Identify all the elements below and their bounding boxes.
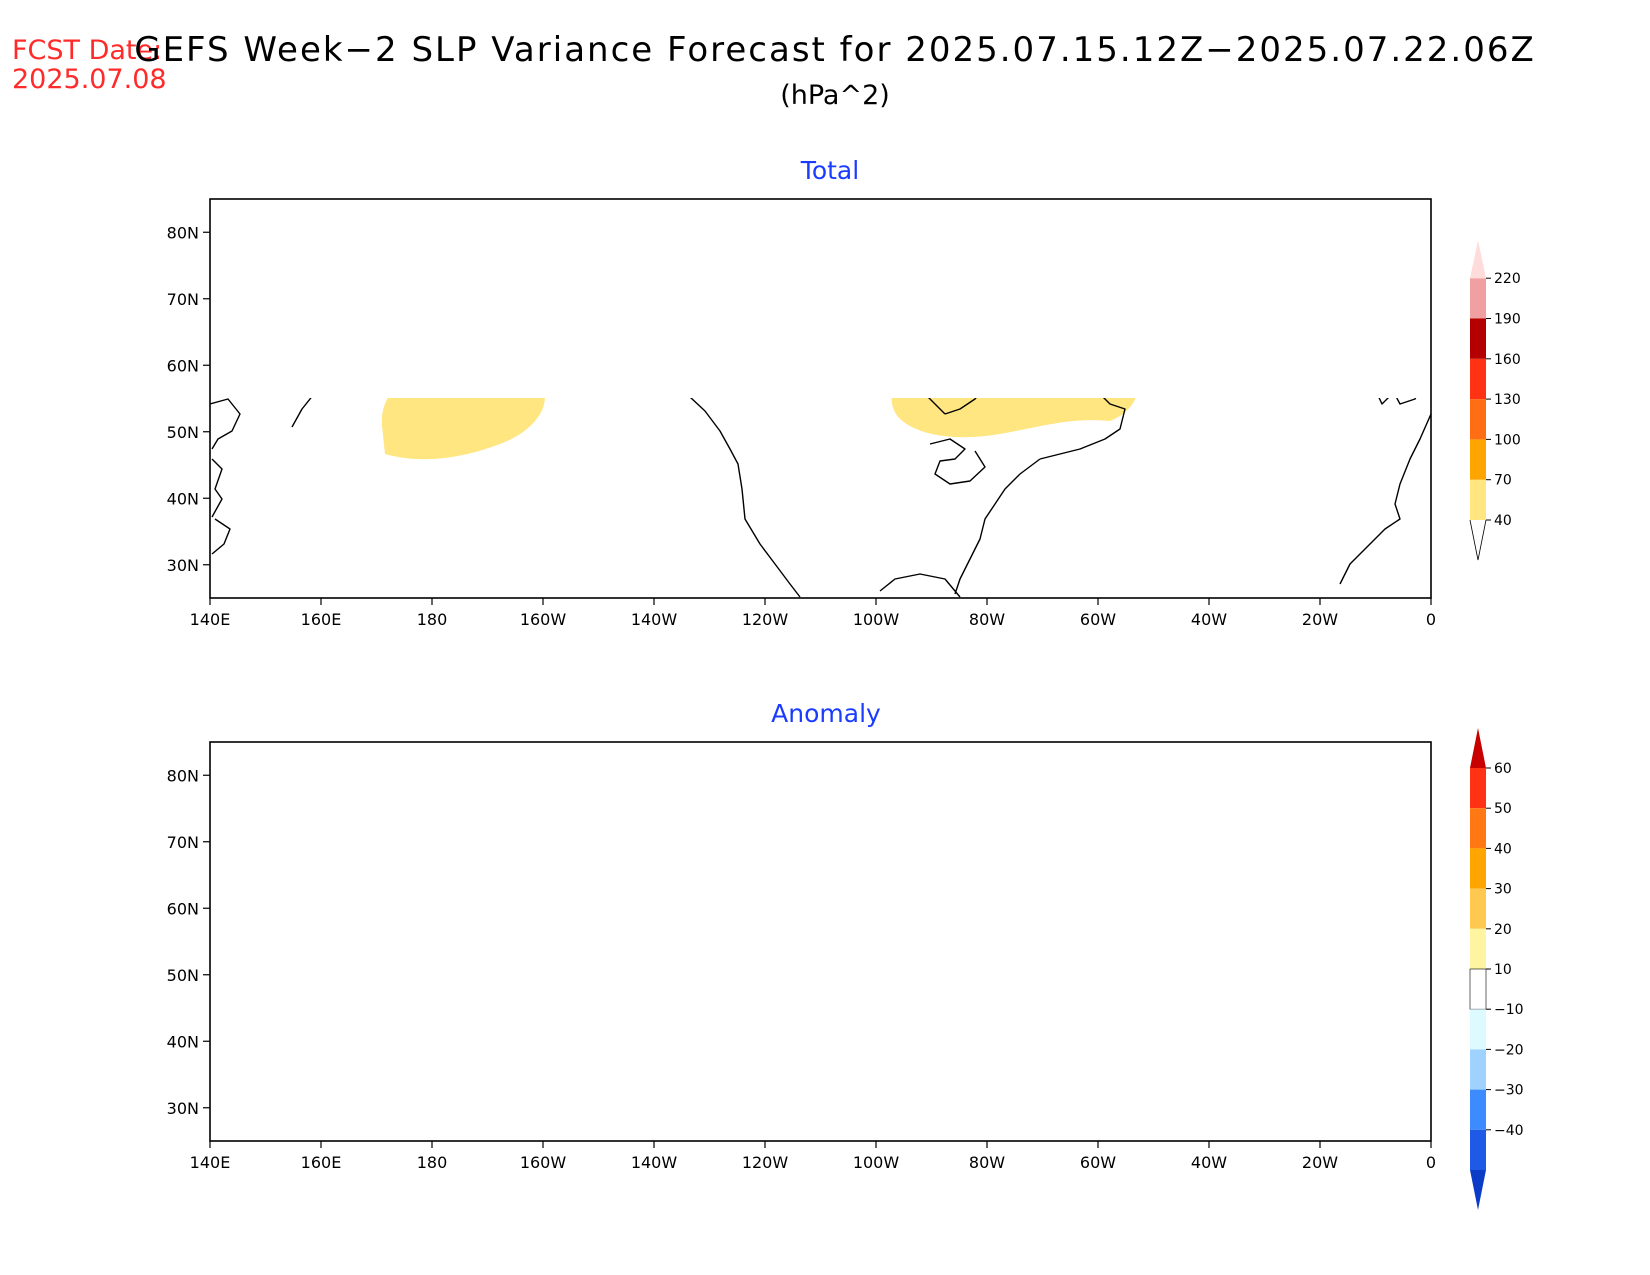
lat-tick-label: 60N [167,356,199,375]
lat-tick-label: 50N [167,966,199,985]
lon-tick-label: 0 [1426,610,1436,629]
colorbar-label: 40 [1494,841,1512,857]
colorbar-label: 20 [1494,922,1512,938]
lon-tick-label: 40W [1191,610,1227,629]
map-panel-total: 140E 160E 180 160W 140W 120W 100W 80W 60W 40W 20W 0… [167,198,1436,629]
lat-tick-label: 30N [167,1099,199,1118]
total-shade-bering [381,398,545,460]
units-label: (hPa^2) [780,80,890,111]
colorbar-label: −30 [1494,1083,1524,1099]
colorbar-swatch [1470,848,1486,889]
anomaly-shade-rockies [800,960,825,980]
colorbar-swatch [1469,968,1487,1010]
lat-tick-label: 30N [167,556,199,575]
lon-tick-label: 120W [742,610,789,629]
main-title: GEFS Week−2 SLP Variance Forecast for 20… [134,30,1536,70]
colorbar-arrow-bottom [1469,519,1487,561]
colorbar-anomaly: 60 50 40 30 20 10 −10 −20 −30 −40 [1469,728,1524,1210]
lat-tick-label: 70N [167,290,199,309]
colorbar-label: 70 [1494,473,1512,489]
colorbar-swatch [1470,439,1486,480]
anomaly-shade-bering [405,902,541,989]
lon-tick-label: 180 [417,610,448,629]
lon-tick-label: 120W [742,1153,789,1172]
total-shading [381,245,1254,460]
axes-anomaly: 140E 160E 180 160W 140W 120W 100W 80W 60W 40W 20W 0… [167,766,1436,1172]
colorbar-swatch [1470,1049,1486,1090]
colorbar-label: 220 [1494,271,1521,287]
colorbar-swatch [1470,278,1486,319]
colorbar-label: 160 [1494,352,1521,368]
colorbar-swatch [1470,1009,1486,1050]
map-frame-total [209,198,1432,599]
colorbar-swatch [1470,479,1486,520]
colorbar-label: 60 [1494,761,1512,777]
lon-tick-label: 20W [1302,610,1338,629]
panel-title-anomaly: Anomaly [771,699,881,728]
lon-tick-label: 160W [520,610,567,629]
colorbar-swatch [1470,808,1486,849]
colorbar-label: 10 [1494,962,1512,978]
lon-tick-label: 20W [1302,1153,1338,1172]
colorbar-total: 40 70 100 130 160 190 220 [1469,240,1521,561]
colorbar-label: −40 [1494,1123,1524,1139]
colorbar-swatch [1470,768,1486,809]
total-shade-hudson [891,398,1136,438]
lon-tick-label: 180 [417,1153,448,1172]
colorbar-swatch [1470,399,1486,440]
anomaly-shading [405,792,1432,989]
colorbar-swatch [1470,1089,1486,1130]
lat-tick-label: 40N [167,1032,199,1051]
lon-tick-label: 140E [190,610,231,629]
lat-tick-label: 40N [167,489,199,508]
colorbar-arrow-top [1470,728,1486,768]
colorbar-label: 50 [1494,801,1512,817]
colorbar-swatch [1470,318,1486,359]
colorbar-arrow-top [1470,240,1486,279]
lon-tick-label: 80W [969,1153,1005,1172]
panel-title-total: Total [800,156,859,185]
lon-tick-label: 60W [1080,1153,1116,1172]
lon-tick-label: 160W [520,1153,567,1172]
colorbar-arrow-bottom [1470,1170,1486,1210]
coastlines-anomaly [210,760,1431,1140]
map-panel-anomaly: 140E 160E 180 160W 140W 120W 100W 80W 60W 40W 20W 0… [167,741,1436,1172]
axes-total: 140E 160E 180 160W 140W 120W 100W 80W 60W 40W 20W 0… [167,223,1436,629]
colorbar-swatch [1470,888,1486,929]
lon-tick-label: 100W [853,610,900,629]
lat-tick-label: 80N [167,223,199,242]
colorbar-label: 130 [1494,392,1521,408]
lon-tick-label: 140E [190,1153,231,1172]
colorbar-swatch [1470,358,1486,400]
lat-tick-label: 70N [167,833,199,852]
lon-tick-label: 0 [1426,1153,1436,1172]
colorbar-swatch [1470,928,1486,969]
colorbar-label: 40 [1494,513,1512,529]
lat-tick-label: 60N [167,899,199,918]
colorbar-label: 30 [1494,882,1512,898]
colorbar-swatch [1470,1129,1486,1170]
colorbar-label: 100 [1494,432,1521,448]
lon-tick-label: 80W [969,610,1005,629]
colorbar-label: −10 [1494,1002,1524,1018]
lon-tick-label: 140W [631,610,678,629]
lon-tick-label: 140W [631,1153,678,1172]
lon-tick-label: 160E [301,610,342,629]
anomaly-shade-negative-atlantic [1139,851,1431,979]
forecast-date: FCST Date: 2025.07.08 [12,35,167,95]
lon-tick-label: 40W [1191,1153,1227,1172]
colorbar-label: −20 [1494,1042,1524,1058]
total-shade-greenland [1165,245,1254,296]
anomaly-shade-hudson [973,866,1085,948]
map-frame-anomaly [209,741,1432,1142]
colorbar-label: 190 [1494,312,1521,328]
lon-tick-label: 60W [1080,610,1116,629]
lat-tick-label: 80N [167,766,199,785]
anomaly-shade-greenland [1168,792,1268,825]
lon-tick-label: 160E [301,1153,342,1172]
lon-tick-label: 100W [853,1153,900,1172]
lat-tick-label: 50N [167,423,199,442]
